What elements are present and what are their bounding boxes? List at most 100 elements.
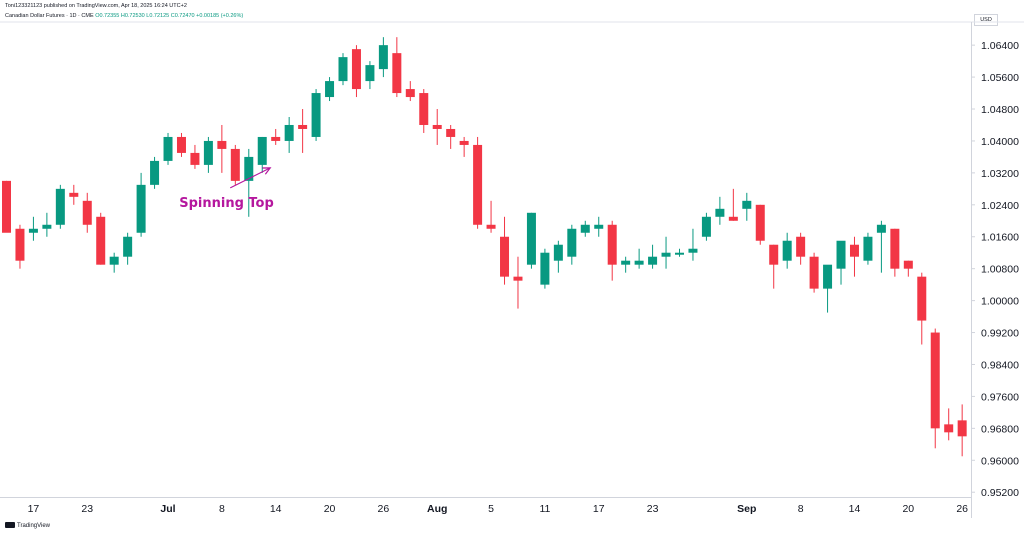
- candle[interactable]: [648, 244, 658, 269]
- candle[interactable]: [728, 188, 738, 221]
- candle[interactable]: [594, 216, 604, 237]
- candle[interactable]: [634, 248, 644, 269]
- candle[interactable]: [365, 61, 375, 90]
- currency-button[interactable]: USD: [974, 14, 998, 26]
- candle[interactable]: [432, 109, 442, 145]
- candle[interactable]: [351, 45, 361, 98]
- candle[interactable]: [69, 184, 79, 205]
- candle[interactable]: [42, 212, 52, 237]
- price-axis[interactable]: 1.06400 1.05600 1.04800 1.04000 1.03200 1.024…: [971, 40, 1019, 499]
- price-tick-label: 1.04000: [981, 136, 1019, 148]
- candle[interactable]: [230, 144, 240, 185]
- candle[interactable]: [392, 37, 402, 98]
- candle[interactable]: [284, 117, 294, 153]
- candle[interactable]: [298, 109, 308, 153]
- time-axis[interactable]: 17 23 Jul 8 14 20 26 Aug 5 11 17 23 Sep 8 14 20 26: [28, 503, 969, 515]
- candle[interactable]: [109, 252, 119, 273]
- candle[interactable]: [863, 232, 873, 265]
- candle[interactable]: [769, 244, 779, 289]
- candle[interactable]: [715, 196, 725, 225]
- candle-body: [580, 224, 590, 233]
- candle-body: [378, 45, 388, 70]
- candle[interactable]: [903, 260, 913, 277]
- candle[interactable]: [257, 136, 267, 173]
- candle-body: [836, 240, 846, 269]
- candle[interactable]: [876, 220, 886, 273]
- price-tick-label: 1.00000: [981, 296, 1019, 308]
- annotation-label: Spinning Top: [179, 196, 274, 211]
- candle[interactable]: [823, 264, 833, 313]
- candle[interactable]: [176, 132, 186, 157]
- candle[interactable]: [378, 37, 388, 78]
- candle[interactable]: [890, 228, 900, 277]
- candle[interactable]: [836, 240, 846, 285]
- candle[interactable]: [473, 136, 483, 229]
- candle[interactable]: [849, 236, 859, 277]
- candle[interactable]: [742, 192, 752, 221]
- candle[interactable]: [513, 256, 523, 309]
- candle[interactable]: [930, 328, 940, 449]
- candle[interactable]: [486, 200, 496, 233]
- price-tick-label: 0.95200: [981, 487, 1019, 499]
- candle-body: [728, 216, 738, 221]
- candle[interactable]: [2, 180, 11, 233]
- candle[interactable]: [96, 212, 106, 265]
- candle[interactable]: [553, 240, 563, 273]
- tradingview-logo-text: TradingView: [17, 523, 51, 529]
- candle[interactable]: [82, 192, 92, 233]
- candle-body: [419, 93, 429, 125]
- candle[interactable]: [661, 236, 671, 269]
- candle-body: [823, 264, 833, 289]
- candle-body: [176, 136, 186, 153]
- candle[interactable]: [701, 212, 711, 241]
- candle[interactable]: [136, 172, 146, 237]
- candle[interactable]: [796, 232, 806, 265]
- candle-body: [675, 252, 684, 255]
- candle-body: [688, 248, 698, 253]
- candle[interactable]: [15, 224, 25, 269]
- time-tick-label: 5: [488, 503, 494, 515]
- candle[interactable]: [150, 156, 160, 189]
- candle[interactable]: [755, 204, 765, 245]
- candle-body: [28, 228, 38, 233]
- candle[interactable]: [957, 404, 967, 457]
- candle[interactable]: [217, 124, 227, 173]
- candle-body: [217, 140, 227, 149]
- candle[interactable]: [782, 232, 792, 269]
- candle[interactable]: [567, 224, 577, 265]
- candle[interactable]: [419, 89, 429, 133]
- candle[interactable]: [809, 252, 819, 293]
- candle[interactable]: [123, 232, 133, 265]
- candles-layer: [2, 37, 967, 457]
- candle[interactable]: [325, 77, 335, 102]
- candle[interactable]: [55, 184, 65, 229]
- candle-body: [782, 240, 792, 261]
- candle[interactable]: [163, 132, 173, 165]
- candle[interactable]: [580, 220, 590, 237]
- candle[interactable]: [459, 136, 469, 157]
- candle[interactable]: [28, 216, 38, 241]
- candle[interactable]: [190, 144, 200, 169]
- candle[interactable]: [917, 272, 927, 345]
- candle[interactable]: [675, 248, 684, 257]
- candle[interactable]: [271, 128, 281, 145]
- candle[interactable]: [405, 81, 415, 102]
- candle[interactable]: [203, 136, 213, 173]
- tradingview-logo[interactable]: TradingView: [5, 522, 50, 529]
- symbol-info: Canadian Dollar Futures · 1D · CME O0.72…: [5, 13, 243, 19]
- candle[interactable]: [244, 148, 254, 217]
- candle[interactable]: [526, 212, 536, 269]
- candle[interactable]: [607, 220, 617, 281]
- candle[interactable]: [338, 53, 348, 86]
- candle[interactable]: [500, 216, 510, 285]
- tradingview-logo-icon: [5, 522, 15, 528]
- candle[interactable]: [311, 89, 321, 141]
- candle-body: [123, 236, 133, 257]
- candle[interactable]: [621, 256, 631, 273]
- time-tick-label: Jul: [160, 503, 175, 515]
- candle[interactable]: [540, 248, 550, 289]
- price-tick-label: 1.00800: [981, 264, 1019, 276]
- candle[interactable]: [944, 408, 954, 441]
- candle[interactable]: [688, 228, 698, 261]
- candle[interactable]: [446, 124, 456, 149]
